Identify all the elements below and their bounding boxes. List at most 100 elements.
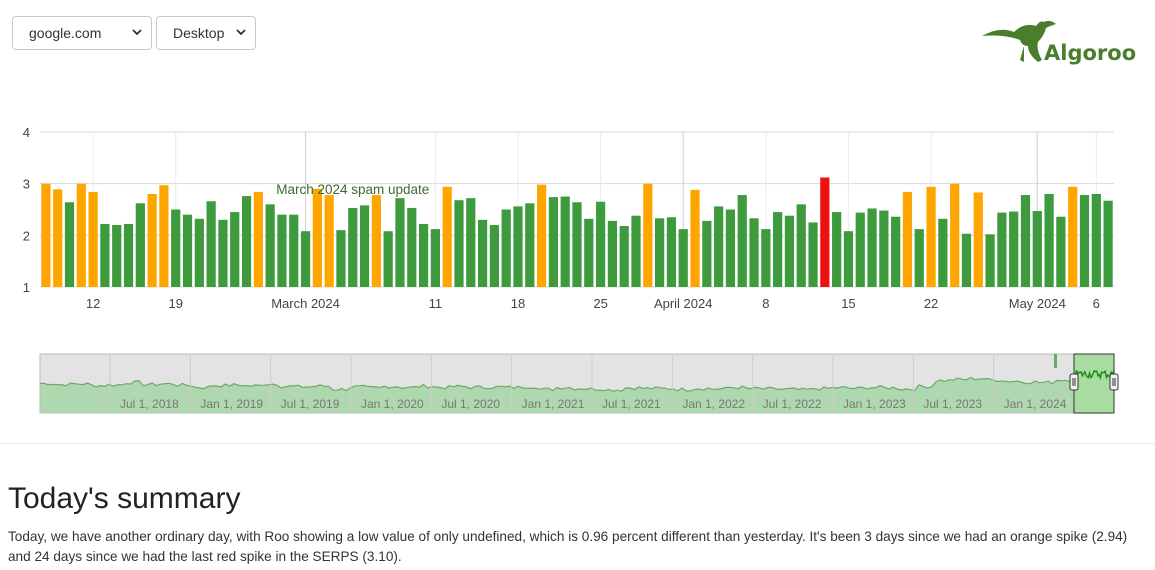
logo-text: Algoroo: [1044, 41, 1137, 65]
bar-orange: [1068, 186, 1078, 287]
bar-green: [808, 222, 818, 287]
bar-green: [489, 225, 499, 287]
bar-green: [336, 230, 346, 287]
bar-orange: [88, 191, 98, 287]
navigator-line: [39, 376, 1075, 392]
bar-green: [501, 209, 511, 287]
navigator-label: Jan 1, 2024: [1004, 397, 1067, 411]
navigator-label: Jul 1, 2020: [441, 397, 500, 411]
bar-green: [737, 195, 747, 287]
x-tick-label: 11: [429, 296, 443, 311]
bar-green: [832, 212, 842, 287]
y-tick-label: 3: [23, 177, 30, 192]
bar-green: [855, 212, 865, 287]
bar-green: [714, 206, 724, 287]
bar-green: [891, 216, 901, 287]
bar-green: [572, 202, 582, 287]
bar-green: [525, 203, 535, 287]
bar-green: [218, 219, 228, 287]
bar-orange: [926, 186, 936, 287]
bar-green: [289, 214, 299, 287]
x-tick-label: March 2024: [271, 296, 340, 311]
navigator-handle-left[interactable]: [1069, 373, 1079, 391]
device-select-value: Desktop: [173, 25, 225, 41]
bar-green: [773, 212, 783, 287]
bar-green: [655, 218, 665, 287]
y-tick-label: 1: [23, 280, 30, 295]
bar-green: [359, 205, 370, 287]
bar-green: [1044, 194, 1054, 287]
navigator-label: Jan 1, 2021: [522, 397, 585, 411]
device-select[interactable]: Desktop: [156, 16, 256, 50]
navigator-label: Jan 1, 2022: [682, 397, 745, 411]
section-divider: [0, 443, 1155, 444]
bar-orange: [950, 183, 960, 287]
bar-orange: [973, 192, 983, 287]
bar-green: [867, 208, 877, 287]
x-tick-label: 19: [168, 296, 182, 311]
x-tick-label: 18: [511, 296, 525, 311]
bar-green: [466, 198, 476, 287]
bar-green: [477, 219, 488, 287]
bar-green: [206, 201, 216, 287]
navigator-label: Jul 1, 2021: [602, 397, 661, 411]
x-tick-label: May 2024: [1009, 296, 1066, 311]
bar-green: [383, 231, 393, 287]
bar-green: [879, 210, 889, 287]
bar-green: [300, 231, 311, 287]
bar-orange: [324, 195, 334, 287]
navigator-handle-right[interactable]: [1109, 373, 1119, 391]
navigator-label: Jan 1, 2019: [200, 397, 263, 411]
summary-heading: Today's summary: [8, 482, 241, 515]
bar-orange: [902, 191, 913, 287]
bar-green: [112, 225, 122, 287]
bar-orange: [53, 189, 63, 287]
bar-green: [584, 218, 594, 287]
bar-green: [1020, 195, 1031, 287]
bar-orange: [41, 183, 51, 287]
x-tick-label: April 2024: [654, 296, 713, 311]
bar-green: [761, 229, 771, 287]
bar-green: [241, 196, 252, 287]
bar-green: [194, 218, 204, 287]
bar-green: [1079, 195, 1090, 287]
summary-text: Today, we have another ordinary day, wit…: [8, 529, 1128, 564]
bar-orange: [147, 194, 157, 287]
bar-green: [631, 215, 641, 287]
bar-green: [784, 215, 795, 287]
bar-orange: [536, 184, 547, 287]
x-tick-label: 6: [1093, 296, 1100, 311]
bar-green: [666, 217, 677, 287]
navigator-area: [40, 377, 1074, 413]
chevron-down-icon: [236, 29, 246, 36]
navigator-label: Jul 1, 2023: [923, 397, 982, 411]
y-axis: 1 2 3 4: [23, 125, 30, 295]
bar-green: [548, 197, 558, 287]
bar-green: [619, 226, 629, 287]
bar-green: [135, 203, 145, 287]
chart-navigator[interactable]: Jul 1, 2018 Jan 1, 2019 Jul 1, 2019 Jan 1, …: [39, 353, 1119, 414]
bar-green: [749, 218, 759, 287]
bar-green: [1056, 216, 1066, 287]
bar-green: [230, 212, 240, 287]
y-tick-label: 4: [23, 125, 30, 140]
navigator-label: Jul 1, 2022: [763, 397, 822, 411]
bar-orange: [76, 183, 86, 287]
navigator-label: Jul 1, 2019: [281, 397, 340, 411]
bar-green: [1032, 211, 1042, 287]
bar-green: [596, 201, 606, 287]
x-axis: 12 19 March 2024 11 18 25 April 2024 8 15 22 May 2…: [86, 296, 1100, 311]
bar-green: [1091, 194, 1101, 287]
kangaroo-icon: [982, 20, 1056, 62]
bar-green: [171, 209, 181, 287]
x-tick-label: 15: [841, 296, 855, 311]
bar-green: [277, 214, 287, 287]
site-select-value: google.com: [29, 25, 102, 41]
bar-green: [607, 220, 618, 287]
site-select[interactable]: google.com: [12, 16, 152, 50]
bar-green: [1009, 211, 1019, 287]
algoroo-logo[interactable]: Algoroo: [980, 16, 1145, 74]
bar-green: [348, 207, 358, 287]
bar-green: [796, 204, 806, 287]
